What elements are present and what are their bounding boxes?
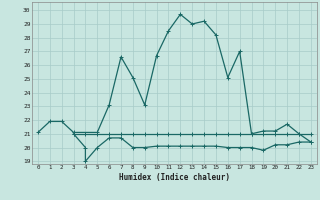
X-axis label: Humidex (Indice chaleur): Humidex (Indice chaleur) [119, 173, 230, 182]
